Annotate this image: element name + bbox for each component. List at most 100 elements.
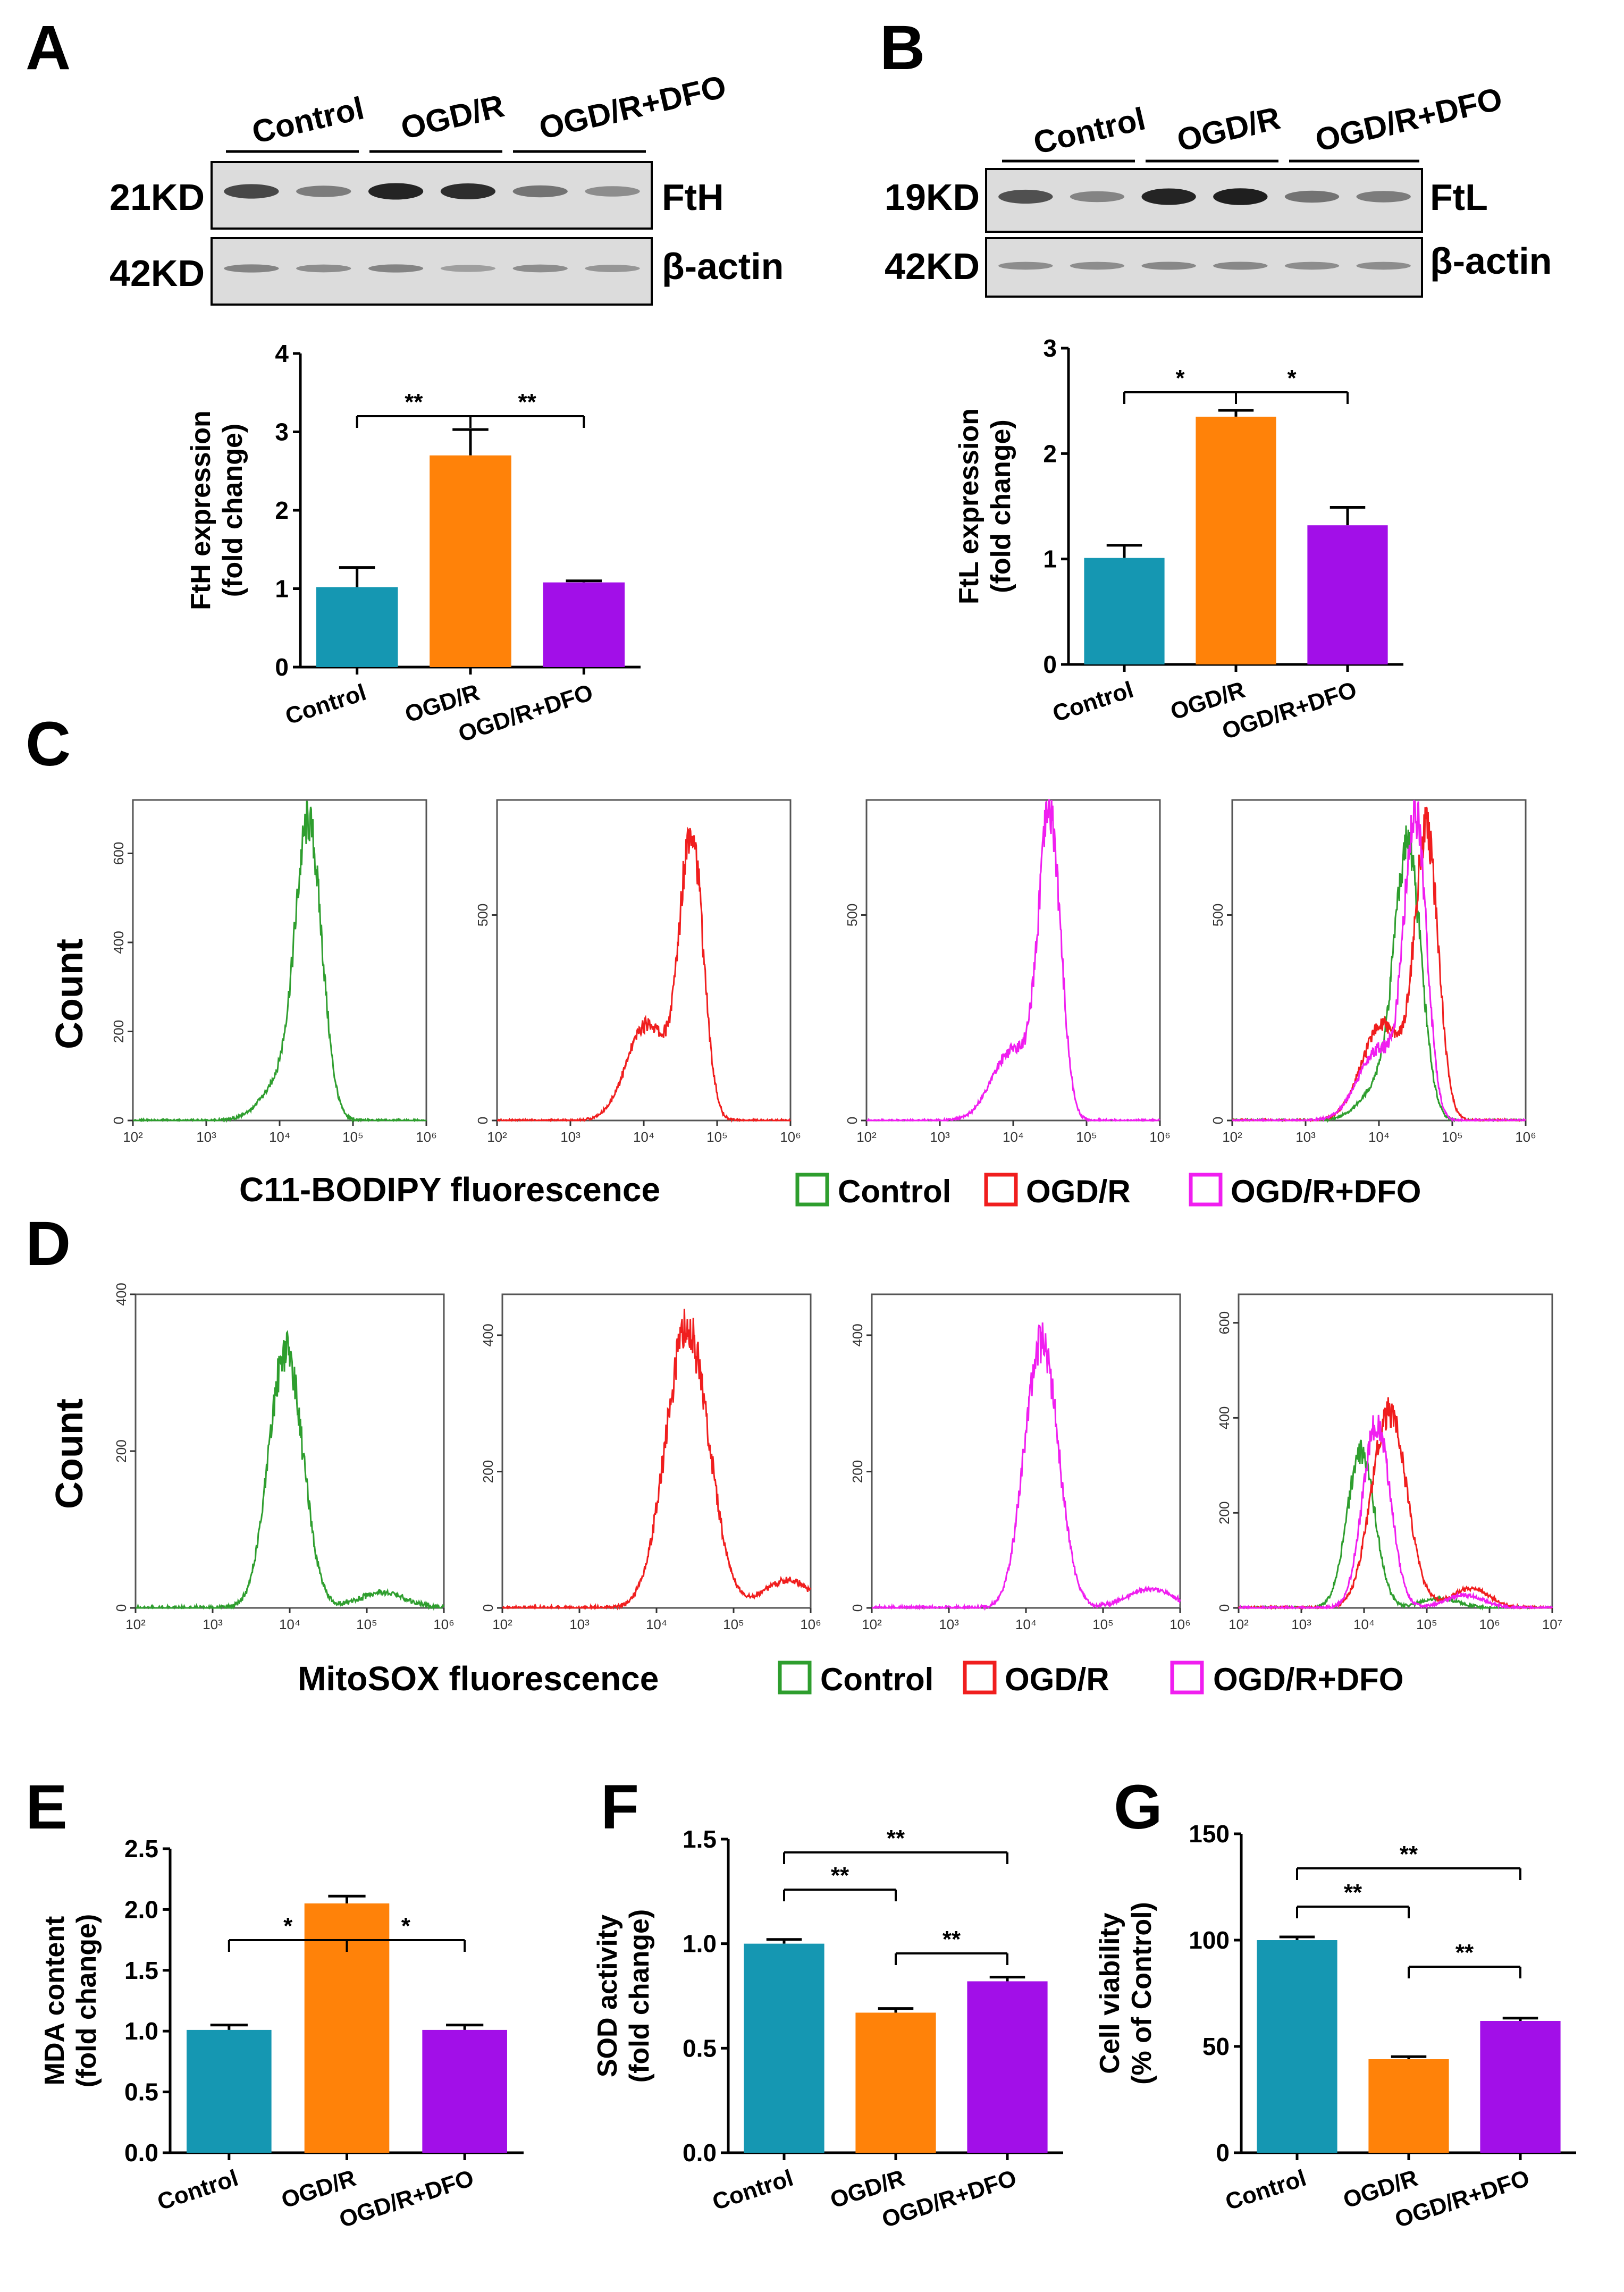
plot-frame	[132, 799, 427, 1122]
x-tick-label: 10⁴	[1353, 1616, 1375, 1632]
flow-c-ylabel: Count	[48, 939, 91, 1049]
significance-label: **	[405, 389, 423, 415]
blot-a-group-dfo: OGD/R+DFO	[536, 69, 729, 146]
y-tick-label: 0.0	[683, 2139, 717, 2167]
y-tick-label: 3	[275, 418, 289, 446]
x-tick-label: 10⁶	[1515, 1129, 1536, 1145]
histogram-line	[133, 800, 427, 1124]
y-tick-label: 100	[1189, 1926, 1230, 1954]
histogram-line	[866, 799, 1160, 1123]
x-tick-label: 10⁵	[356, 1616, 377, 1632]
legend-swatch-ogdr	[963, 1661, 997, 1695]
blot-b-row2-protein: β-actin	[1430, 240, 1552, 282]
y-tick-label: 0	[1216, 2139, 1230, 2167]
blot-band	[512, 185, 568, 198]
blot-a-group-control: Control	[249, 90, 367, 150]
x-tick-label: 10⁵	[723, 1616, 744, 1632]
significance-label: *	[1287, 365, 1297, 391]
y-axis-title: (fold change)	[71, 1914, 102, 2087]
blot-panel-b: B Control OGD/R OGD/R+DFO 19KD FtL 42KD …	[880, 13, 1552, 298]
y-tick-label: 50	[1202, 2033, 1230, 2060]
x-tick-label: 10⁴	[1368, 1129, 1390, 1145]
blot-a-row2-frame	[211, 237, 653, 306]
y-tick-label: 500	[475, 904, 491, 926]
legend-d-ogdr: OGD/R	[1005, 1662, 1109, 1697]
blot-b-group-ogdr: OGD/R	[1174, 100, 1284, 158]
panel-label-a: A	[26, 13, 71, 83]
y-tick-label: 2.0	[124, 1895, 158, 1923]
y-tick-label: 0	[1210, 1117, 1226, 1124]
blot-band	[224, 184, 279, 199]
flow-d-plot-ogdr: 10² 10³ 10⁴ 10⁵ 10⁶ 0 200 400	[480, 1293, 821, 1632]
bar	[430, 455, 511, 667]
y-tick-label: 150	[1189, 1820, 1230, 1848]
bar	[744, 1943, 824, 2153]
x-tick-label: 10²	[125, 1616, 146, 1632]
y-axis-title: FtH expression	[186, 410, 216, 610]
significance-label: **	[518, 389, 537, 415]
y-tick-label: 400	[480, 1324, 496, 1346]
flow-d-legend: Control OGD/R OGD/R+DFO	[778, 1661, 1403, 1697]
y-tick-label: 500	[1210, 904, 1226, 926]
x-tick-label: 10³	[1295, 1129, 1316, 1145]
bar	[543, 582, 625, 667]
y-tick-label: 200	[113, 1439, 129, 1462]
x-tick-label: 10⁴	[1003, 1129, 1024, 1145]
x-tick-label: 10²	[1222, 1129, 1242, 1145]
x-tick-label: 10⁴	[279, 1616, 300, 1632]
bar	[1368, 2059, 1449, 2153]
significance-label: **	[1344, 1880, 1362, 1906]
panel-label: F	[601, 1772, 639, 1842]
bar	[1196, 416, 1276, 664]
y-tick-label: 1.0	[683, 1930, 717, 1958]
blot-a-row2-size: 42KD	[110, 252, 205, 294]
blot-b-group-control: Control	[1030, 100, 1149, 161]
blot-a-group-ogdr: OGD/R	[398, 88, 508, 146]
y-axis-title: SOD activity	[592, 1915, 623, 2077]
x-tick-label: 10³	[569, 1616, 590, 1632]
x-tick-label: 10³	[196, 1129, 216, 1145]
x-tick-label: OGD/R+DFO	[336, 2165, 477, 2233]
y-tick-label: 0	[113, 1604, 129, 1612]
blot-band	[1284, 190, 1340, 203]
y-axis-title: Cell viability	[1095, 1912, 1125, 2074]
y-axis-title: (fold change)	[624, 1909, 655, 2083]
flow-c-xlabel: C11-BODIPY fluorescence	[239, 1170, 660, 1209]
histogram-line	[1231, 825, 1526, 1123]
bar	[1480, 2021, 1561, 2153]
x-tick-label: 10²	[862, 1616, 882, 1632]
blot-a-row1-frame	[211, 161, 653, 230]
y-tick-label: 2	[275, 496, 289, 524]
legend-c-ogdr: OGD/R	[1026, 1174, 1131, 1209]
x-tick-label: 10³	[930, 1129, 950, 1145]
legend-d-dfo: OGD/R+DFO	[1213, 1662, 1403, 1697]
blot-band	[224, 264, 279, 273]
plot-frame	[871, 1293, 1181, 1609]
blot-band	[440, 265, 496, 272]
flow-d-ylabel: Count	[48, 1398, 91, 1509]
blot-band	[296, 186, 351, 197]
bar	[1307, 525, 1388, 664]
y-axis-title: (fold change)	[986, 419, 1016, 593]
histogram-line	[502, 1309, 812, 1611]
bar	[967, 1981, 1048, 2153]
x-tick-label: 10⁶	[1479, 1616, 1500, 1632]
x-tick-label: 10⁵	[1416, 1616, 1437, 1632]
bar	[422, 2029, 507, 2153]
legend-swatch-dfo	[1170, 1661, 1204, 1695]
blot-band	[1356, 262, 1411, 270]
x-tick-label: 10⁶	[780, 1129, 801, 1145]
x-tick-label: 10⁵	[342, 1129, 364, 1145]
bar	[1257, 1940, 1337, 2153]
flow-c-legend: Control OGD/R OGD/R+DFO	[795, 1173, 1421, 1209]
blot-a-row2-protein: β-actin	[662, 246, 784, 287]
y-axis-title: MDA content	[39, 1916, 70, 2086]
legend-c-dfo: OGD/R+DFO	[1231, 1174, 1421, 1209]
y-tick-label: 0	[275, 653, 289, 681]
legend-swatch-control	[778, 1661, 812, 1695]
y-tick-label: 0	[480, 1604, 496, 1612]
y-tick-label: 200	[111, 1020, 127, 1043]
blot-band	[1356, 191, 1411, 203]
x-tick-label: 10³	[1291, 1616, 1311, 1632]
